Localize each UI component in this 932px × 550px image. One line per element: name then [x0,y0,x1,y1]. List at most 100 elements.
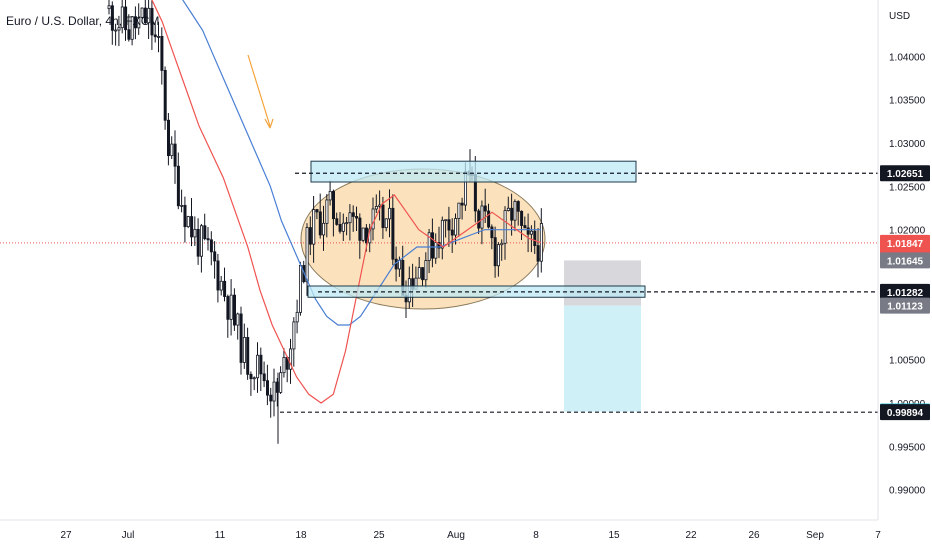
price-badge-value: 1.01123 [887,302,923,313]
candle-body [421,267,425,281]
candle-body [533,230,537,247]
candle-body [216,260,220,291]
candle-body [490,226,494,239]
candle-body [325,199,329,224]
moving-average-slow [182,0,541,326]
candle-body [318,211,322,236]
candle-body [124,6,128,31]
candle-body [180,204,184,207]
time-tick-label: 25 [373,530,385,541]
support-zone [307,285,646,298]
candle-body [140,7,144,18]
candle-body [503,210,507,244]
candle-body [447,219,451,231]
candle-body [229,294,233,320]
candle-body [305,227,309,283]
candle-body [256,354,260,379]
time-tick-label: Sep [806,530,824,541]
price-badge [880,283,930,300]
candle-body [173,143,177,167]
candle-body [246,337,250,375]
candle-body [170,143,174,157]
time-tick-label: 15 [608,530,620,541]
price-tick-label: 1.00500 [889,356,926,367]
candle-body [190,216,194,238]
time-tick-label: 22 [685,530,697,541]
candle-body [391,207,395,260]
candle-body [348,212,352,224]
candle-body [496,244,500,267]
candle-body [209,239,213,253]
candle-body [384,218,388,229]
moving-average-fast [151,0,542,404]
candle-body [166,119,170,157]
candle-body [315,209,319,213]
candle-body [424,260,428,281]
candle-body [249,373,253,380]
candle-body [500,242,504,246]
candle-body [265,380,269,396]
candle-body [183,204,187,228]
candle-body [483,205,487,212]
candle-body [341,222,345,232]
price-tick-label: 1.03000 [889,139,926,150]
candle-body [308,227,312,245]
candle-body [282,356,286,374]
candle-body [477,210,481,229]
candle-body [520,210,524,226]
candle-body [454,218,458,236]
price-tick-label: 1.04000 [889,52,926,63]
time-tick-label: 7 [875,530,881,541]
candle-body [338,224,342,232]
candle-body [526,227,530,235]
time-tick-label: 26 [748,530,760,541]
candle-body [262,373,266,382]
candle-body [199,225,203,257]
candle-body [480,205,484,229]
candle-body [117,27,121,31]
candle-body [312,209,316,245]
candle-body [434,242,438,259]
candle-body [523,225,527,229]
price-badge [880,252,930,269]
candle-body [223,280,227,297]
candle-body [203,225,207,240]
candle-body [163,70,167,121]
candle-body [279,372,283,393]
candle-body [289,348,293,370]
candle-body [157,35,161,38]
candle-body [516,201,520,212]
time-tick-label: 18 [295,530,307,541]
price-tick-label: 0.99500 [889,442,926,453]
candle-body [130,16,134,40]
candle-body [450,229,454,236]
candle-body [252,377,256,380]
candle-body [242,337,246,363]
downtrend-arrow [247,54,271,127]
candle-body [160,35,164,71]
candle-body [345,222,349,225]
candle-body [430,232,434,259]
chart-title: Euro / U.S. Dollar, 4h, FXCM [6,14,159,28]
resistance-zone [310,160,637,183]
time-tick-label: 11 [215,530,226,541]
candle-body [417,267,421,279]
candle-body [371,208,375,230]
candle-body [298,265,302,313]
candle-body [510,207,514,221]
take-profit-zone [564,305,641,412]
candle-body [530,230,534,235]
candle-body [226,296,230,320]
candle-body [269,394,273,402]
candle-body [186,216,190,228]
candle-body [114,29,118,32]
price-tick-label: 0.99000 [889,486,926,497]
price-badge [880,165,930,182]
price-badge-value: 0.99894 [887,408,924,419]
candle-body [381,204,385,229]
time-tick-label: Jul [122,530,135,541]
candle-body [143,7,147,24]
candle-body [351,212,355,217]
downtrend-arrowhead [264,118,274,129]
